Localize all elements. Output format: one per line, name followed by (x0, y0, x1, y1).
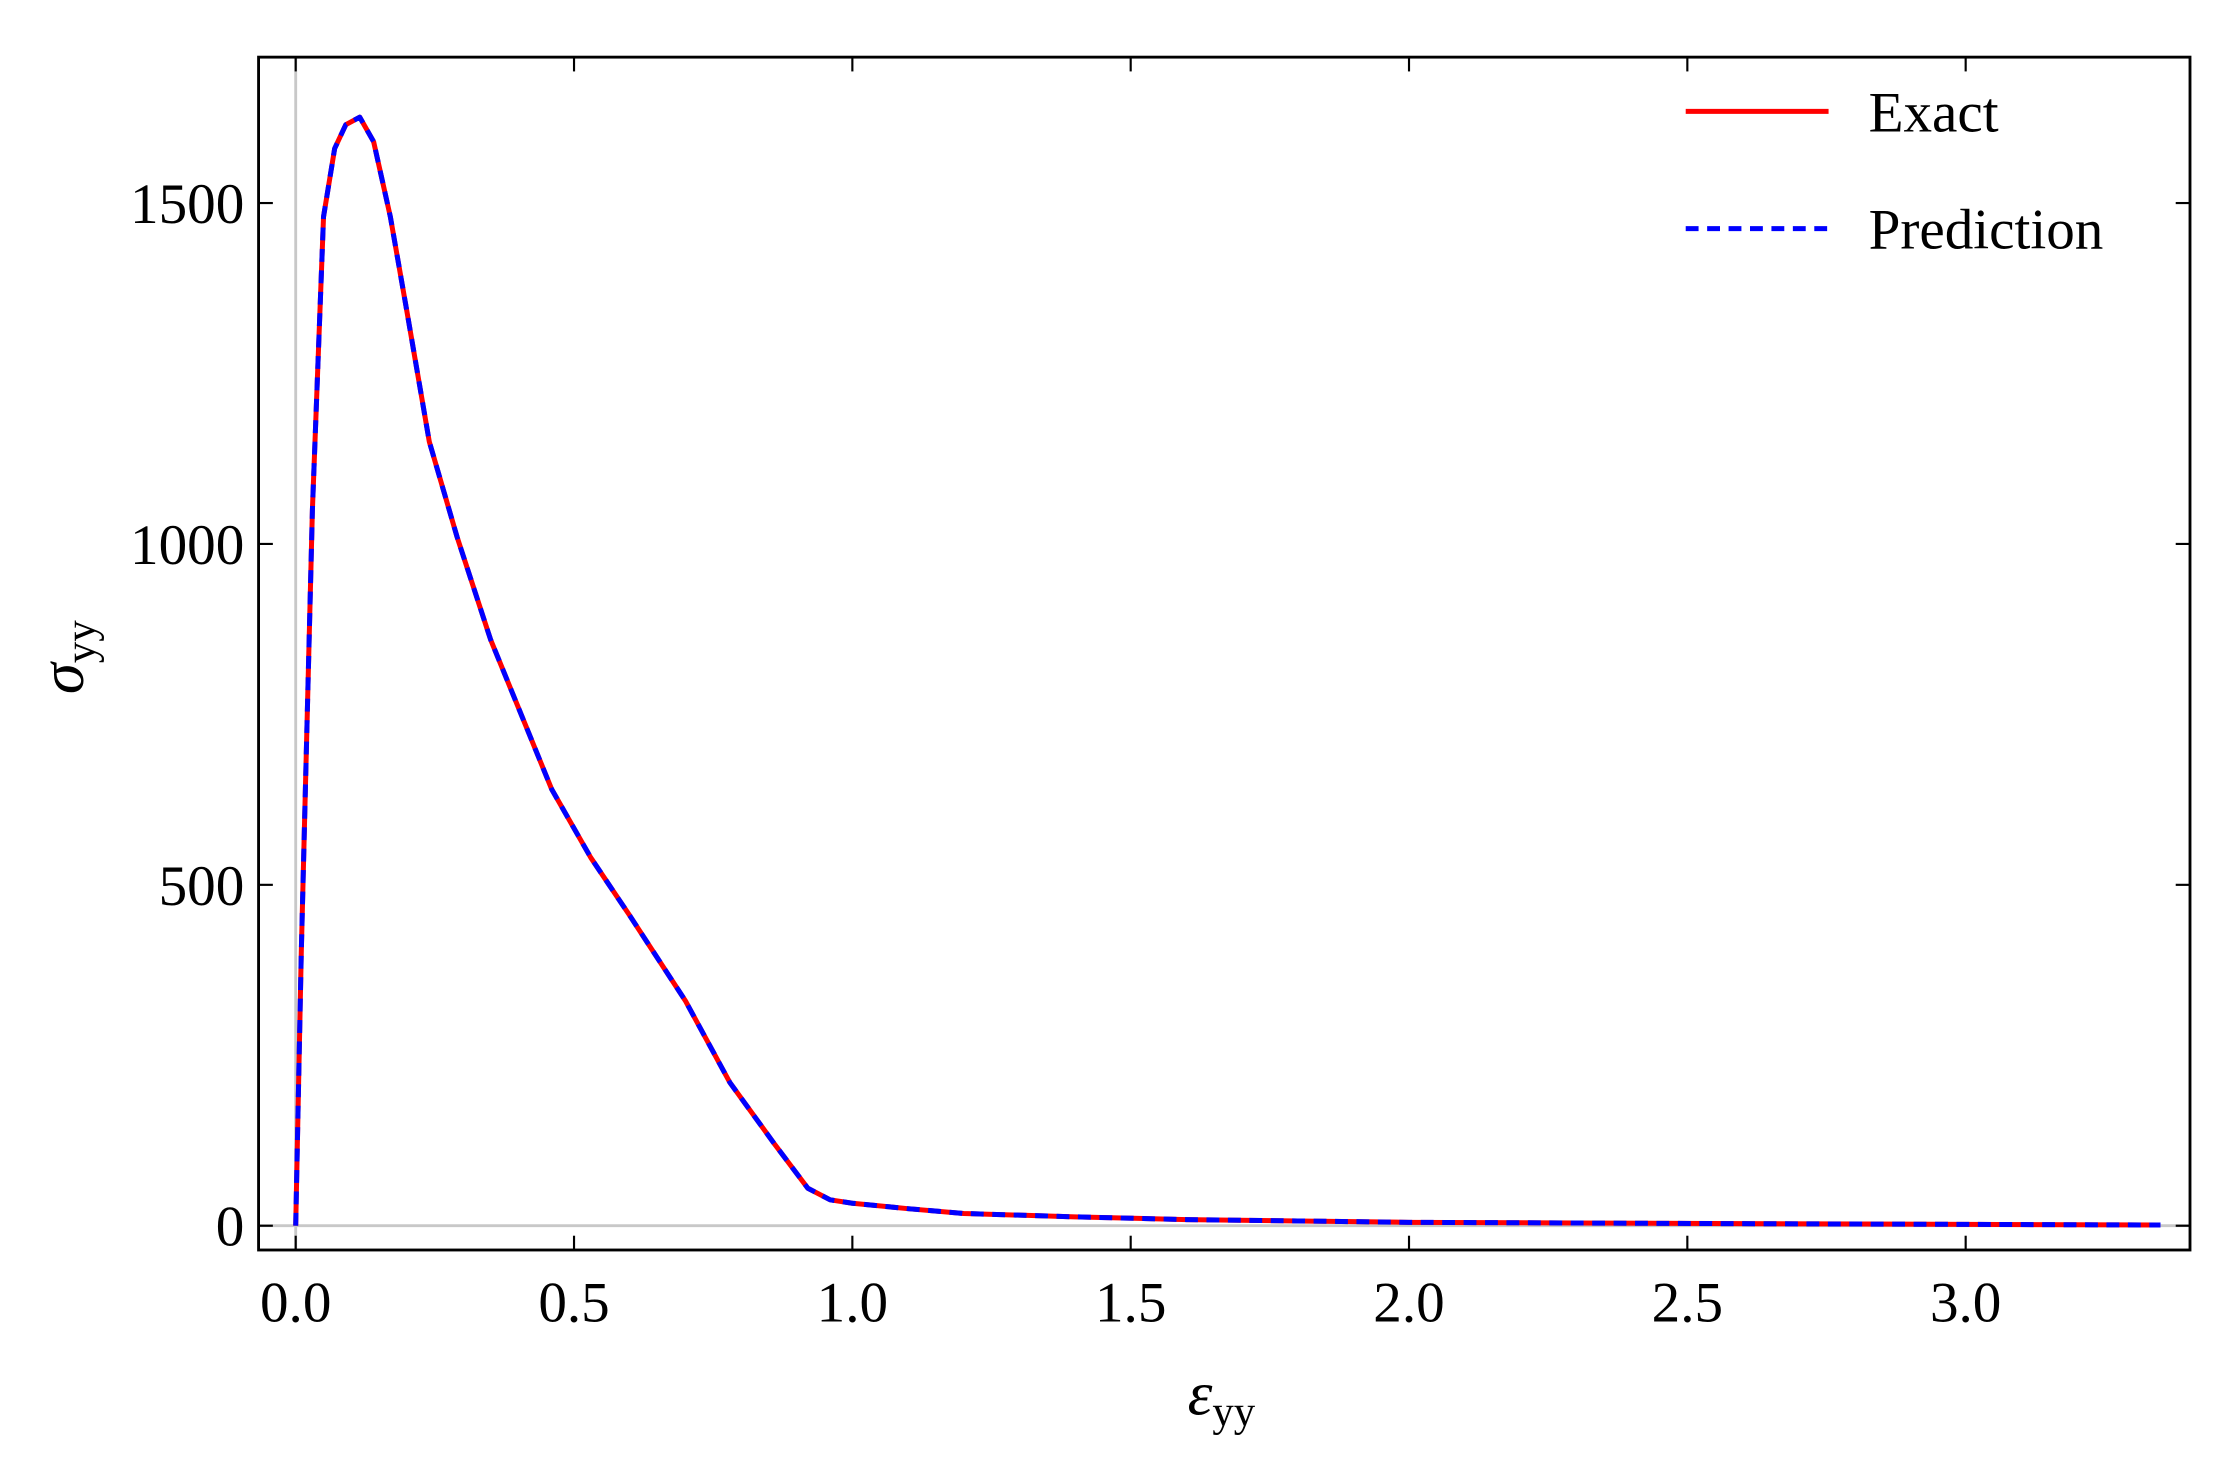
y-tick-label: 500 (159, 855, 245, 918)
y-label-subscript: yy (57, 620, 104, 663)
x-label-subscript: yy (1212, 1389, 1255, 1436)
y-tick-label: 1500 (130, 173, 244, 236)
plot-frame (257, 55, 2192, 1252)
y-axis-label: σyy (27, 620, 104, 694)
x-tick-label: 0.0 (260, 1271, 331, 1334)
x-tick-label: 2.0 (1373, 1271, 1444, 1334)
series-line (293, 114, 2161, 1228)
y-label-symbol: σ (27, 661, 97, 694)
x-tick-label: 0.5 (538, 1271, 609, 1334)
x-tick-label: 1.5 (1095, 1271, 1166, 1334)
x-tick-label: 2.5 (1652, 1271, 1723, 1334)
x-axis-label: εyy (1188, 1358, 1256, 1435)
x-tick-label: 3.0 (1930, 1271, 2001, 1334)
y-tick-label: 1000 (130, 514, 244, 577)
legend-label: Exact (1869, 81, 1999, 144)
x-label-symbol: ε (1188, 1358, 1213, 1428)
x-tick-label: 1.0 (817, 1271, 888, 1334)
series-line (293, 114, 2161, 1228)
legend-label: Prediction (1869, 199, 2104, 262)
y-tick-label: 0 (216, 1196, 245, 1259)
